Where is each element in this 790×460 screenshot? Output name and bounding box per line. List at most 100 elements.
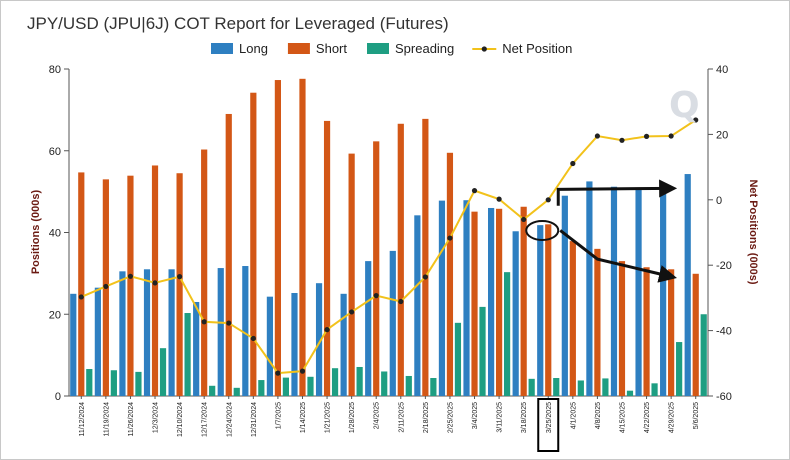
bar-spreading xyxy=(479,306,486,396)
bar-long xyxy=(168,269,175,396)
bar-short xyxy=(545,224,552,396)
bar-long xyxy=(537,225,544,396)
net-position-point xyxy=(570,160,576,167)
net-position-point xyxy=(545,197,551,203)
bar-spreading xyxy=(135,371,142,396)
net-position-point xyxy=(594,133,601,139)
bar-short xyxy=(471,211,478,396)
bar-spreading xyxy=(184,313,191,396)
net-position-point xyxy=(693,117,699,123)
bar-spreading xyxy=(454,322,462,396)
y-tick-label-left: 20 xyxy=(49,309,61,321)
annotation-arrow-up xyxy=(556,179,678,206)
bar-short xyxy=(299,78,306,396)
bar-short xyxy=(496,208,503,396)
bar-long xyxy=(488,207,495,396)
bar-long xyxy=(660,189,667,396)
bar-long xyxy=(217,268,224,396)
x-tick-label: 3/25/2025 xyxy=(546,402,553,433)
y-tick-label-left: 40 xyxy=(49,228,61,240)
x-tick-label: 2/18/2025 xyxy=(423,402,430,433)
bar-spreading xyxy=(331,368,339,396)
x-tick-label: 4/1/2025 xyxy=(570,402,577,429)
bar-long xyxy=(143,269,151,396)
bar-long xyxy=(463,200,470,396)
bar-long xyxy=(94,287,101,396)
net-position-point xyxy=(250,335,256,342)
bar-short xyxy=(323,120,331,396)
net-position-point xyxy=(201,319,207,325)
net-position-point xyxy=(152,280,158,286)
net-position-point xyxy=(447,235,453,241)
legend-swatch-long xyxy=(211,43,233,54)
bar-spreading xyxy=(430,378,437,396)
bar-short xyxy=(250,92,257,397)
bar-short xyxy=(397,123,404,397)
bar-long xyxy=(266,296,273,396)
bar-spreading xyxy=(700,314,707,396)
watermark-logo: Q xyxy=(669,85,700,126)
y-tick-label-right: -20 xyxy=(716,260,732,272)
x-tick-label: 5/6/2025 xyxy=(693,402,700,429)
bar-spreading xyxy=(282,377,289,396)
bar-short xyxy=(201,149,208,396)
bar-long xyxy=(315,283,323,396)
bar-spreading xyxy=(86,369,93,396)
x-tick-label: 1/21/2025 xyxy=(325,402,332,433)
net-position-point xyxy=(422,274,428,280)
bar-spreading xyxy=(110,370,117,396)
bar-spreading xyxy=(626,390,634,396)
bar-short xyxy=(692,273,699,396)
x-tick-label: 1/7/2025 xyxy=(275,402,282,429)
legend-label: Long xyxy=(239,41,268,56)
bar-spreading xyxy=(405,375,412,396)
bar-long xyxy=(242,266,249,396)
x-tick-label: 3/11/2025 xyxy=(497,402,504,433)
x-tick-label: 4/22/2025 xyxy=(644,402,651,433)
x-tick-label: 12/3/2024 xyxy=(153,402,160,433)
annotation-arrow-down xyxy=(559,229,677,283)
y-tick-label-left: 80 xyxy=(49,64,61,76)
bar-spreading xyxy=(528,378,535,396)
bar-spreading xyxy=(577,380,584,396)
bar-long xyxy=(684,174,691,396)
net-position-point xyxy=(496,196,502,202)
bar-short xyxy=(643,267,650,396)
x-tick-label: 3/18/2025 xyxy=(521,402,528,433)
bar-spreading xyxy=(676,342,683,396)
legend: Long Short Spreading Net Position xyxy=(211,41,572,56)
x-tick-label: 12/24/2024 xyxy=(226,402,233,437)
x-tick-label: 4/15/2025 xyxy=(619,402,626,433)
bar-long xyxy=(70,293,77,396)
x-tick-label: 12/17/2024 xyxy=(202,402,209,437)
x-tick-label: 1/28/2025 xyxy=(349,402,356,433)
legend-label: Spreading xyxy=(395,41,454,56)
bar-spreading xyxy=(356,366,363,396)
bar-short xyxy=(373,141,380,396)
bar-short xyxy=(274,80,281,396)
net-position-point xyxy=(78,294,84,300)
net-position-point xyxy=(668,133,674,139)
net-position-point xyxy=(324,327,330,333)
bar-short xyxy=(422,118,429,397)
bar-spreading xyxy=(504,272,511,396)
bar-long xyxy=(438,200,446,396)
x-tick-label: 2/4/2025 xyxy=(374,402,381,429)
y-tick-label-right: 0 xyxy=(716,195,722,207)
bar-spreading xyxy=(307,376,314,396)
x-tick-label: 12/10/2024 xyxy=(177,402,184,437)
y-tick-label-left: 0 xyxy=(55,391,61,403)
bar-short xyxy=(520,206,527,396)
x-tick-label: 11/19/2024 xyxy=(103,402,110,437)
legend-label: Net Position xyxy=(502,41,572,56)
bar-long xyxy=(291,293,298,396)
bar-long xyxy=(635,187,642,396)
chart-title: JPY/USD (JPU|6J) COT Report for Leverage… xyxy=(27,14,449,33)
x-tick-label: 4/8/2025 xyxy=(595,402,602,429)
y-tick-label-right: 40 xyxy=(716,64,728,76)
annotation-ellipse xyxy=(525,219,560,241)
y-tick-label-right: 20 xyxy=(716,129,728,141)
net-position-point xyxy=(103,283,109,290)
legend-swatch-spreading xyxy=(367,43,389,54)
